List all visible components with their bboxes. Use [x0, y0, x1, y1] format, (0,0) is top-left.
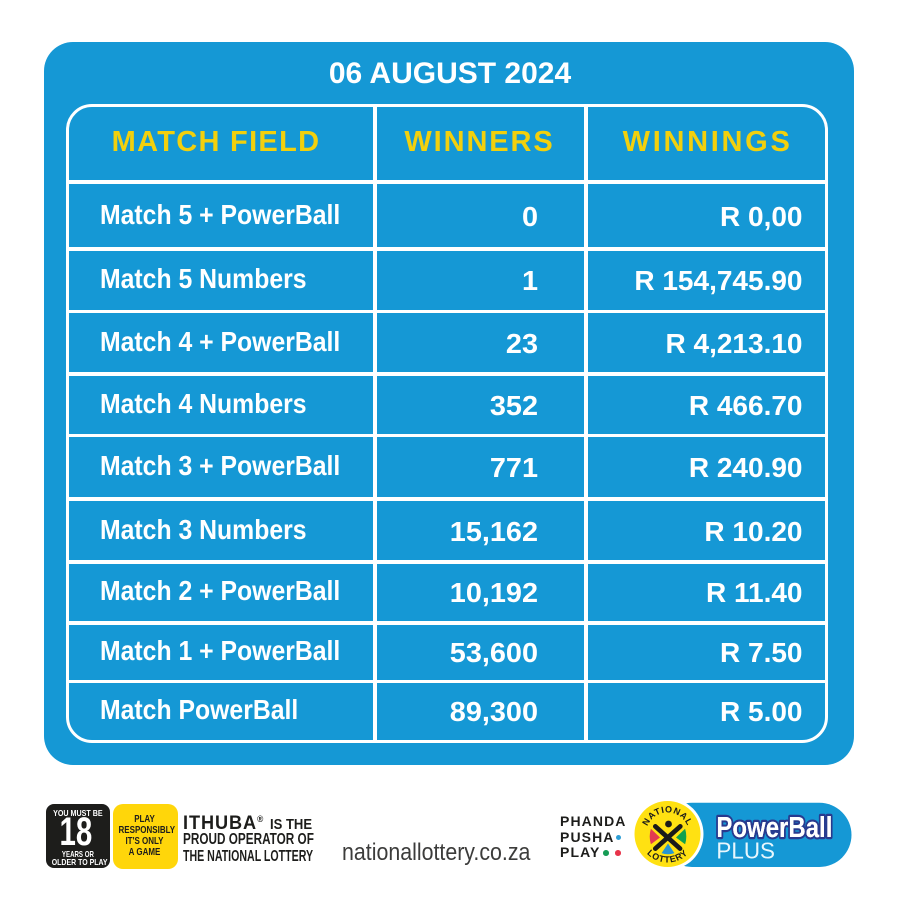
svg-text:PowerBall: PowerBall [716, 812, 832, 844]
svg-text:LOTTERY: LOTTERY [645, 848, 689, 865]
svg-text:PowerBall: PowerBall [716, 812, 832, 844]
svg-text:PLUS: PLUS [716, 838, 775, 864]
